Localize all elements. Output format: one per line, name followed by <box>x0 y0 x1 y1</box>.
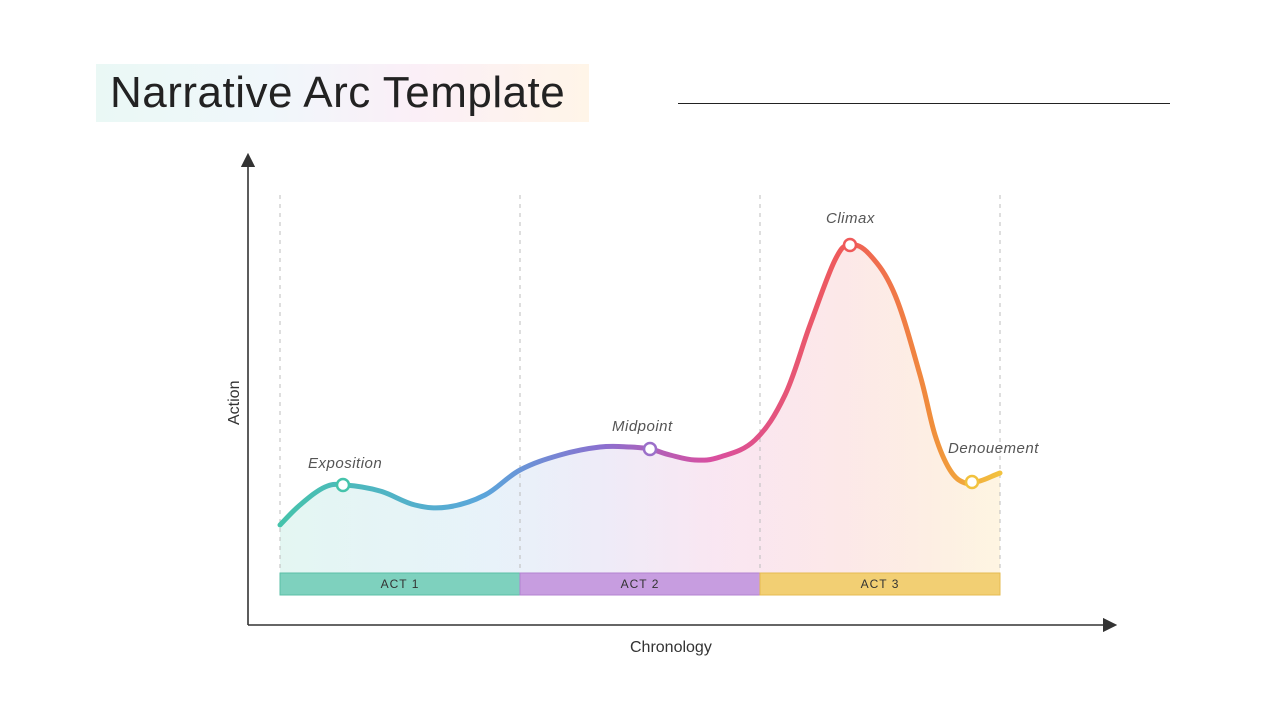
title-rule <box>678 103 1170 104</box>
narrative-arc-chart: Action Chronology ACT 1ACT 2ACT 3Exposit… <box>230 175 1100 645</box>
act-bar: ACT 3 <box>760 573 1000 595</box>
act-bar: ACT 2 <box>520 573 760 595</box>
curve-label-exposition: Exposition <box>308 455 382 472</box>
y-axis-label: Action <box>226 381 244 425</box>
title-block: Narrative Arc Template <box>96 64 589 122</box>
curve-label-midpoint: Midpoint <box>612 418 673 435</box>
x-axis-label: Chronology <box>630 639 712 657</box>
act-bar: ACT 1 <box>280 573 520 595</box>
title-highlight: Narrative Arc Template <box>96 64 589 122</box>
curve-label-denouement: Denouement <box>948 440 1039 457</box>
page-root: Narrative Arc Template Action Chronology… <box>0 0 1280 720</box>
curve-label-climax: Climax <box>826 210 875 227</box>
page-title: Narrative Arc Template <box>110 68 565 117</box>
